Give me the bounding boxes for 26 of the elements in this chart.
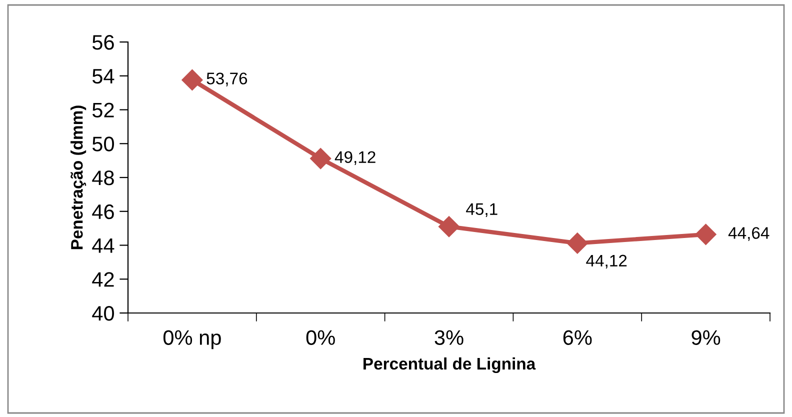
data-label: 49,12	[334, 151, 376, 165]
data-label: 44,12	[586, 254, 627, 269]
y-tick-label: 46	[92, 204, 114, 220]
y-tick-label: 40	[92, 306, 114, 321]
x-tick-label: 3%	[434, 330, 464, 345]
y-tick-label: 50	[92, 136, 114, 152]
point	[438, 216, 460, 238]
data-label: 45,1	[466, 203, 498, 217]
x-axis-title: Percentual de Lignina	[364, 357, 536, 374]
y-tick-label: 42	[92, 272, 114, 287]
y-axis-title: Penetração (dmm)	[70, 106, 86, 250]
data-label: 53,76	[206, 72, 248, 86]
y-tick-label: 48	[92, 170, 114, 186]
point	[566, 232, 588, 254]
y-tick-label: 52	[92, 102, 114, 118]
x-tick-label: 0%	[306, 330, 335, 345]
point	[310, 148, 332, 170]
x-tick-label: 6%	[563, 330, 592, 345]
y-tick-label: 56	[92, 35, 114, 50]
point	[182, 69, 203, 90]
y-tick-label: 54	[92, 69, 114, 84]
data-label: 44,64	[728, 227, 770, 241]
point	[695, 224, 716, 245]
y-tick-label: 44	[92, 238, 114, 253]
x-tick-label: 9%	[692, 330, 720, 345]
x-tick-label: 0% np	[163, 330, 221, 350]
